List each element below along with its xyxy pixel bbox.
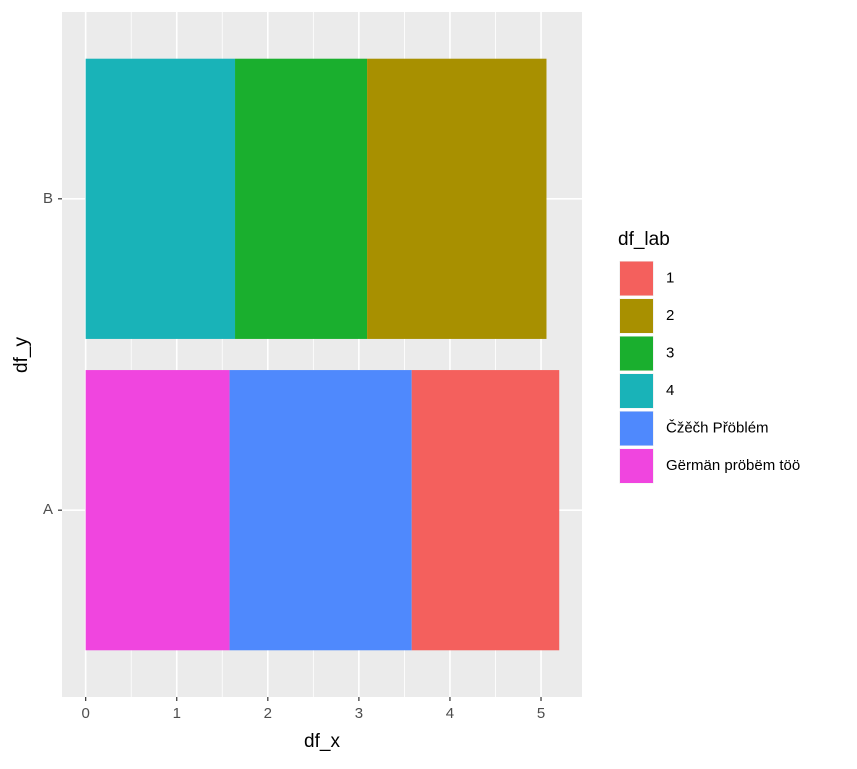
legend-title: df_lab [618, 229, 670, 250]
legend-label: 4 [666, 382, 674, 399]
legend-swatch [620, 374, 653, 408]
y-tick-label: B [43, 190, 53, 207]
legend-label: 3 [666, 344, 674, 361]
legend-swatch [620, 336, 653, 371]
legend-label: 2 [666, 307, 674, 324]
bar-segment [85, 58, 236, 339]
y-tick-label: A [43, 501, 53, 518]
x-tick-label: 3 [355, 705, 363, 722]
bar-segment [85, 370, 230, 651]
y-axis-title: df_y [11, 337, 32, 373]
legend-label: 1 [666, 269, 674, 286]
bar-segment [229, 370, 412, 651]
bar-segment [235, 58, 368, 339]
bar-segment [411, 370, 560, 651]
x-axis-title: df_x [304, 731, 340, 752]
x-tick-label: 4 [446, 705, 454, 722]
legend-swatch [620, 261, 653, 296]
legend-swatch [620, 299, 653, 333]
legend-swatch [620, 411, 653, 446]
x-tick-label: 5 [537, 705, 545, 722]
legend-label: Čžěčh Přöblém [666, 419, 769, 436]
bar-segment [367, 58, 547, 339]
legend-label: Gërmän pröbëm töö [666, 457, 800, 474]
x-tick-label: 2 [264, 705, 272, 722]
legend-swatch [620, 449, 653, 483]
x-tick-label: 1 [173, 705, 181, 722]
x-tick-label: 0 [82, 705, 90, 722]
